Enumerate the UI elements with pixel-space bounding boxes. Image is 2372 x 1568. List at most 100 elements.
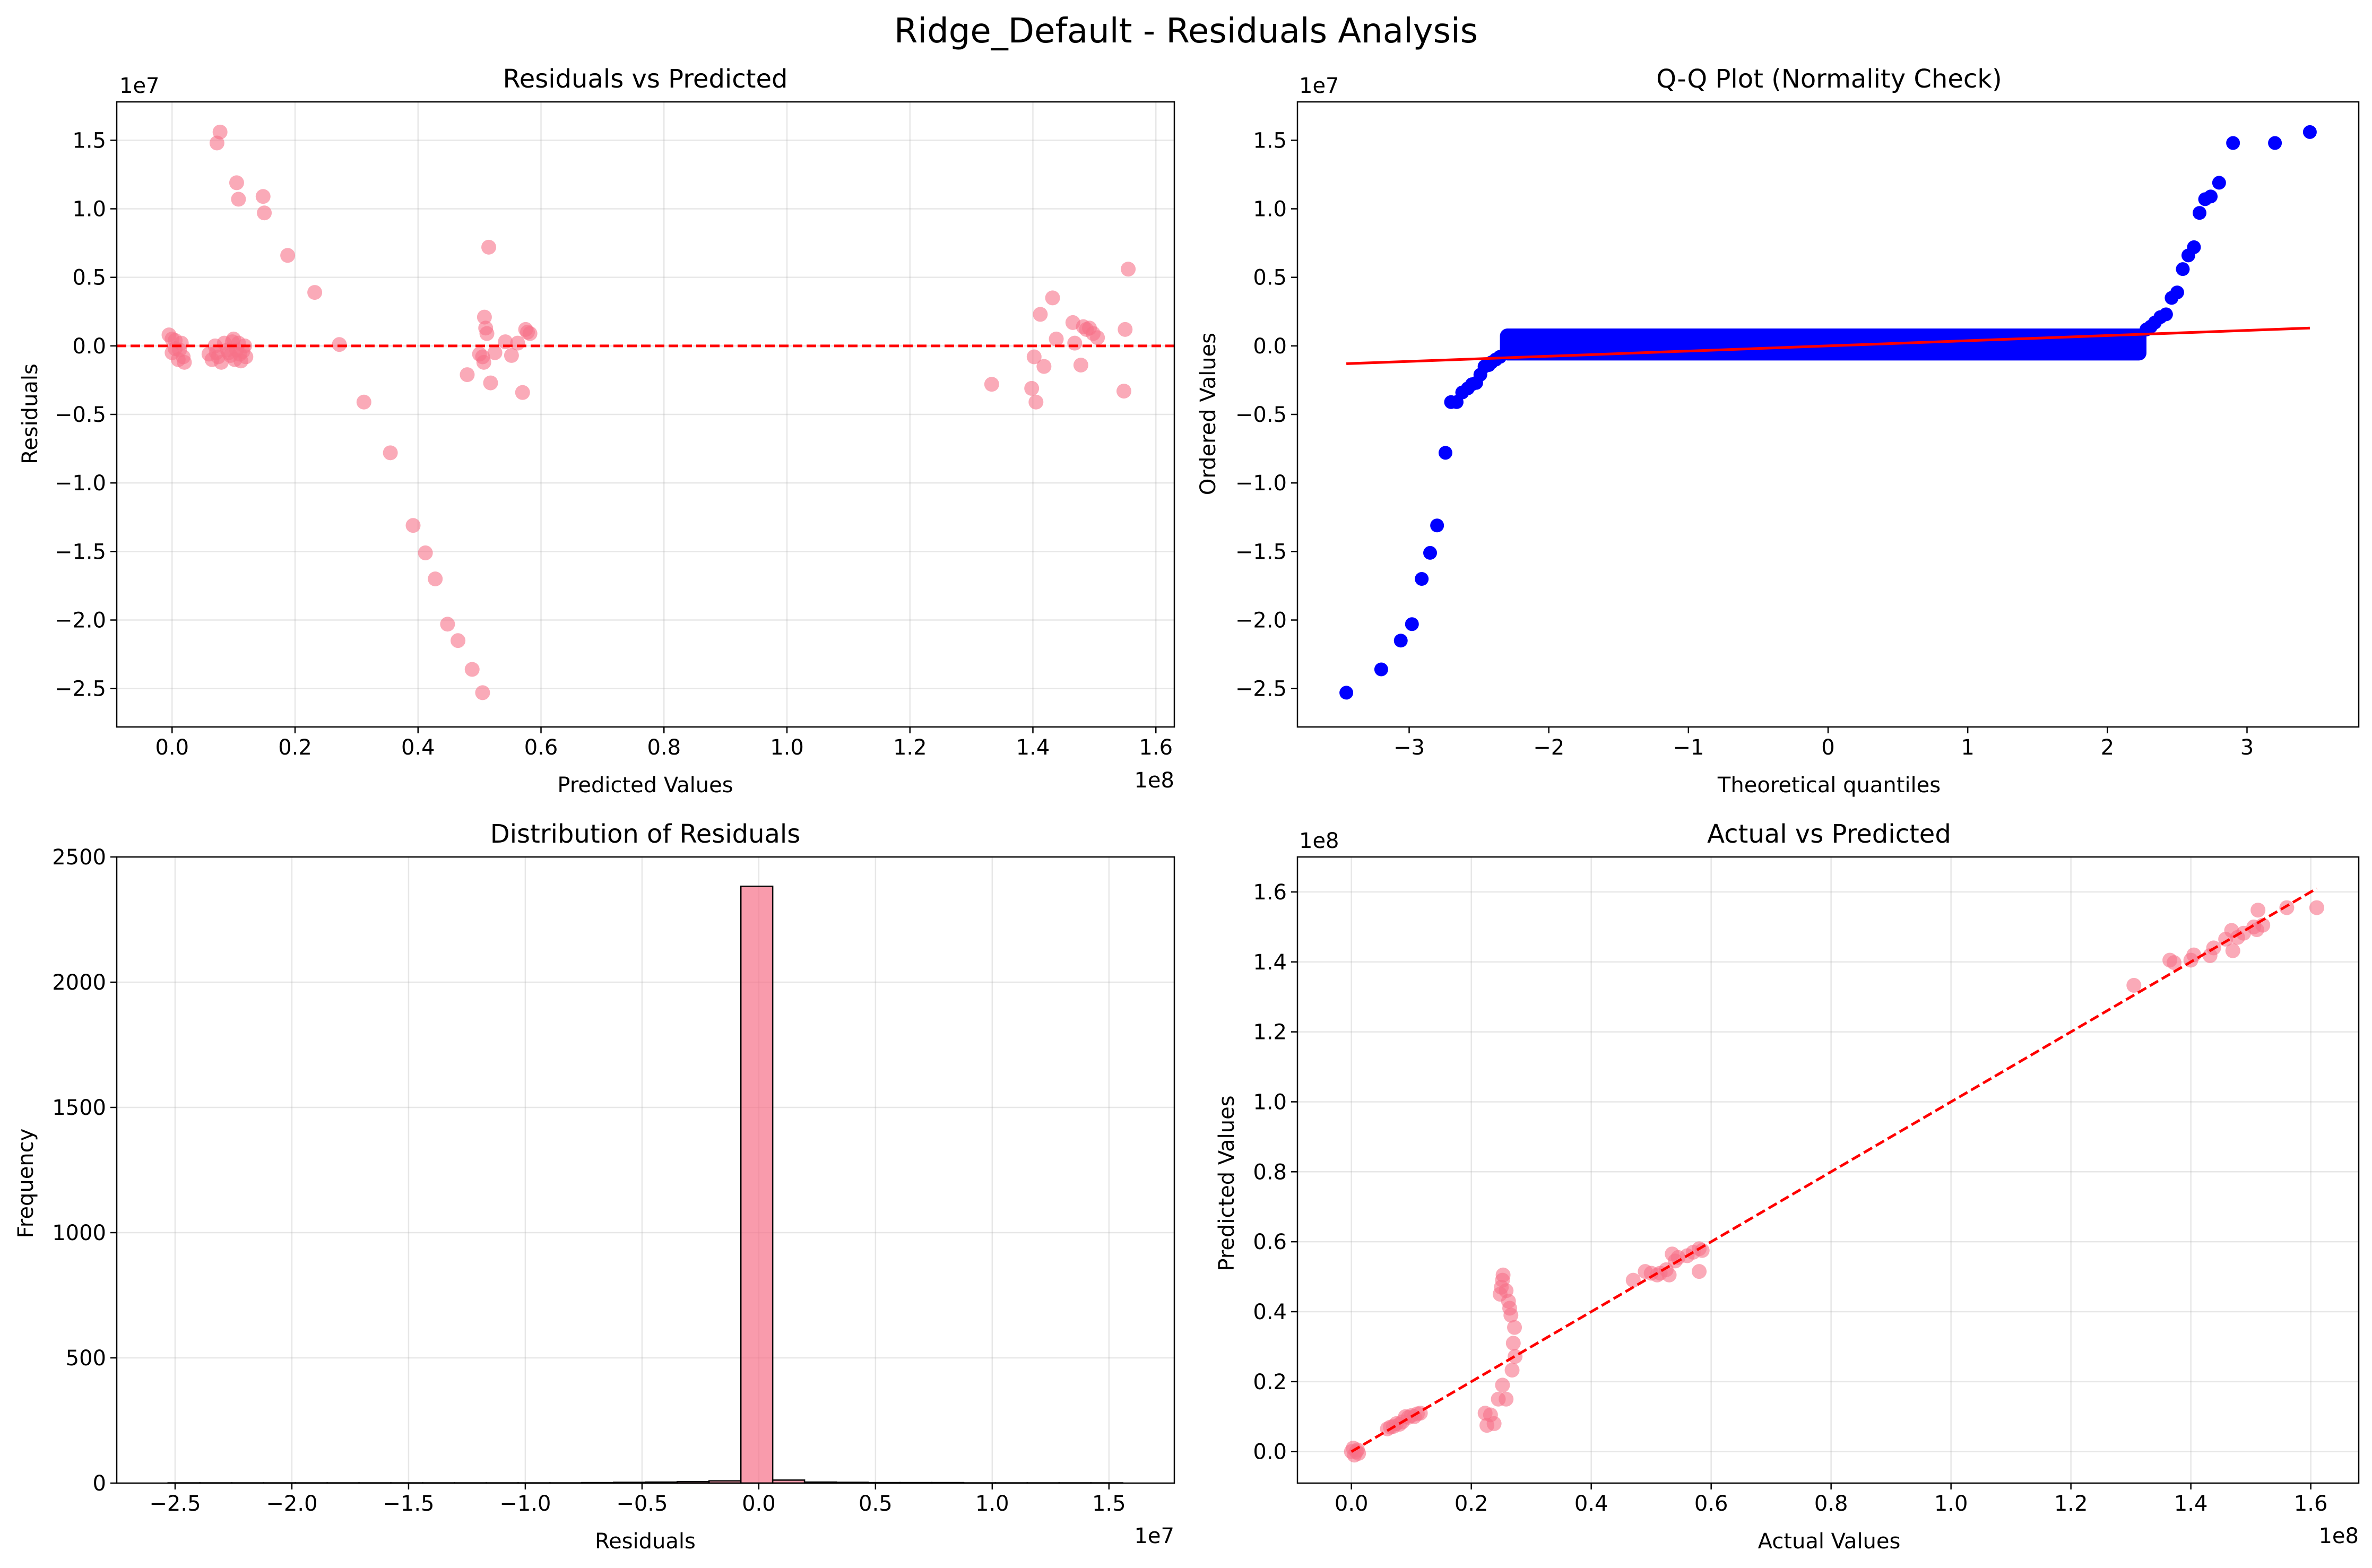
grid-lines	[1297, 857, 2359, 1483]
scatter-point	[984, 377, 999, 392]
qq-point	[2268, 136, 2282, 150]
x-tick-label: −1	[1673, 735, 1704, 760]
x-offset-text: 1e8	[2318, 1524, 2359, 1548]
scatter-point	[332, 337, 347, 352]
y-axis-label: Ordered Values	[1196, 333, 1220, 495]
scatter-point	[472, 346, 487, 362]
figure-suptitle: Ridge_Default - Residuals Analysis	[894, 12, 1478, 51]
scatter-point	[229, 175, 244, 190]
scatter-point	[231, 192, 246, 207]
scatter-point	[1495, 1378, 1510, 1393]
scatter-point	[487, 345, 503, 360]
scatter-point	[1121, 262, 1136, 277]
qq-point	[1430, 518, 1444, 533]
scatter-points	[1339, 125, 2317, 700]
y-tick-label: 0.8	[1253, 1160, 1287, 1184]
scatter-point	[1033, 307, 1048, 322]
plot-frame	[1296, 856, 2360, 1484]
qq-point	[2226, 136, 2240, 150]
y-tick-label: 1500	[52, 1096, 106, 1120]
scatter-point	[451, 633, 466, 648]
scatter-point	[1692, 1264, 1707, 1279]
scatter-point	[1504, 1363, 1520, 1378]
qq-point	[2204, 189, 2218, 204]
actual-vs-predicted-chart: Actual vs Predicted Actual Values Predic…	[1215, 819, 2360, 1554]
scatter-point	[280, 248, 296, 263]
scatter-point	[2279, 900, 2295, 915]
x-tick-label: 1.6	[2294, 1492, 2328, 1516]
scatter-point	[460, 367, 475, 383]
qq-point	[1438, 446, 1452, 460]
x-tick-label: 0	[1821, 735, 1834, 760]
scatter-point	[1067, 335, 1083, 351]
scatter-point	[1116, 384, 1131, 399]
plot-frame	[116, 856, 1175, 1484]
x-axis-label: Predicted Values	[557, 773, 733, 798]
qq-point	[1393, 634, 1408, 648]
scatter-point	[504, 348, 519, 363]
y-tick-label: −1.0	[1235, 471, 1287, 496]
y-tick-label: 0.0	[72, 334, 106, 359]
x-tick-label: 0.0	[155, 735, 189, 760]
y-tick-label: −2.0	[55, 609, 106, 633]
chart-title: Actual vs Predicted	[1707, 819, 1951, 849]
qq-plot-chart: Q-Q Plot (Normality Check) Theoretical q…	[1196, 64, 2360, 798]
scatter-point	[440, 617, 455, 632]
grid-lines	[117, 856, 1174, 1484]
scatter-point	[2166, 955, 2181, 971]
qq-point	[2302, 125, 2317, 139]
y-offset-text: 1e8	[1299, 829, 1339, 853]
y-tick-label: 0.6	[1253, 1230, 1287, 1254]
x-tick-label: 1.0	[770, 735, 804, 760]
x-tick-label: 0.6	[524, 735, 558, 760]
scatter-point	[356, 394, 371, 410]
x-tick-label: −1.5	[383, 1492, 434, 1516]
qq-point	[2176, 262, 2190, 276]
scatter-point	[1348, 1444, 1364, 1459]
axis-ticks: 0.0 0.2 0.4 0.6 0.8 1.0 1.2 1.4 1.6 0.0 0.2 0.4 0.6 0…	[1253, 880, 2327, 1516]
y-tick-label: −2.5	[55, 677, 106, 701]
scatter-points	[1344, 900, 2324, 1463]
qq-point	[1405, 617, 1419, 631]
x-tick-label: 1.0	[1934, 1492, 1968, 1516]
y-tick-label: 1.6	[1253, 880, 1287, 905]
scatter-point	[1486, 1416, 1502, 1431]
y-tick-label: −2.5	[1235, 677, 1287, 701]
x-tick-label: 0.4	[401, 735, 435, 760]
scatter-point	[2126, 977, 2142, 993]
identity-reference-line	[1351, 887, 2318, 1453]
scatter-point	[257, 205, 272, 221]
scatter-point	[475, 685, 490, 700]
y-tick-label: 2500	[52, 845, 106, 870]
x-tick-label: −1.0	[499, 1492, 551, 1516]
y-tick-label: 1000	[52, 1221, 106, 1245]
y-tick-label: −1.5	[1235, 540, 1287, 564]
y-tick-label: −0.5	[1235, 403, 1287, 427]
x-tick-label: 1.5	[1092, 1492, 1126, 1516]
scatter-point	[2186, 947, 2202, 963]
scatter-point	[2225, 943, 2240, 958]
qq-fit-line	[1346, 326, 2310, 365]
x-tick-label: 3	[2240, 735, 2254, 760]
x-tick-label: −2	[1533, 735, 1564, 760]
scatter-point	[1495, 1267, 1511, 1283]
scatter-point	[1026, 349, 1042, 365]
qq-point	[2170, 285, 2184, 300]
x-tick-label: 1.2	[893, 735, 927, 760]
scatter-point	[1508, 1349, 1523, 1364]
scatter-points	[161, 124, 1136, 700]
scatter-point	[1505, 1336, 1521, 1351]
y-tick-label: 0.5	[72, 266, 106, 290]
scatter-point	[1045, 290, 1060, 306]
scatter-point	[479, 326, 495, 341]
chart-title: Residuals vs Predicted	[503, 64, 788, 94]
x-tick-label: 1.4	[1016, 735, 1050, 760]
scatter-point	[1090, 330, 1105, 345]
scatter-point	[1049, 331, 1064, 346]
scatter-point	[522, 326, 538, 341]
scatter-point	[1507, 1320, 1522, 1335]
x-tick-label: 1.4	[2174, 1492, 2208, 1516]
grid-lines	[117, 102, 1174, 727]
scatter-point	[1694, 1243, 1710, 1258]
